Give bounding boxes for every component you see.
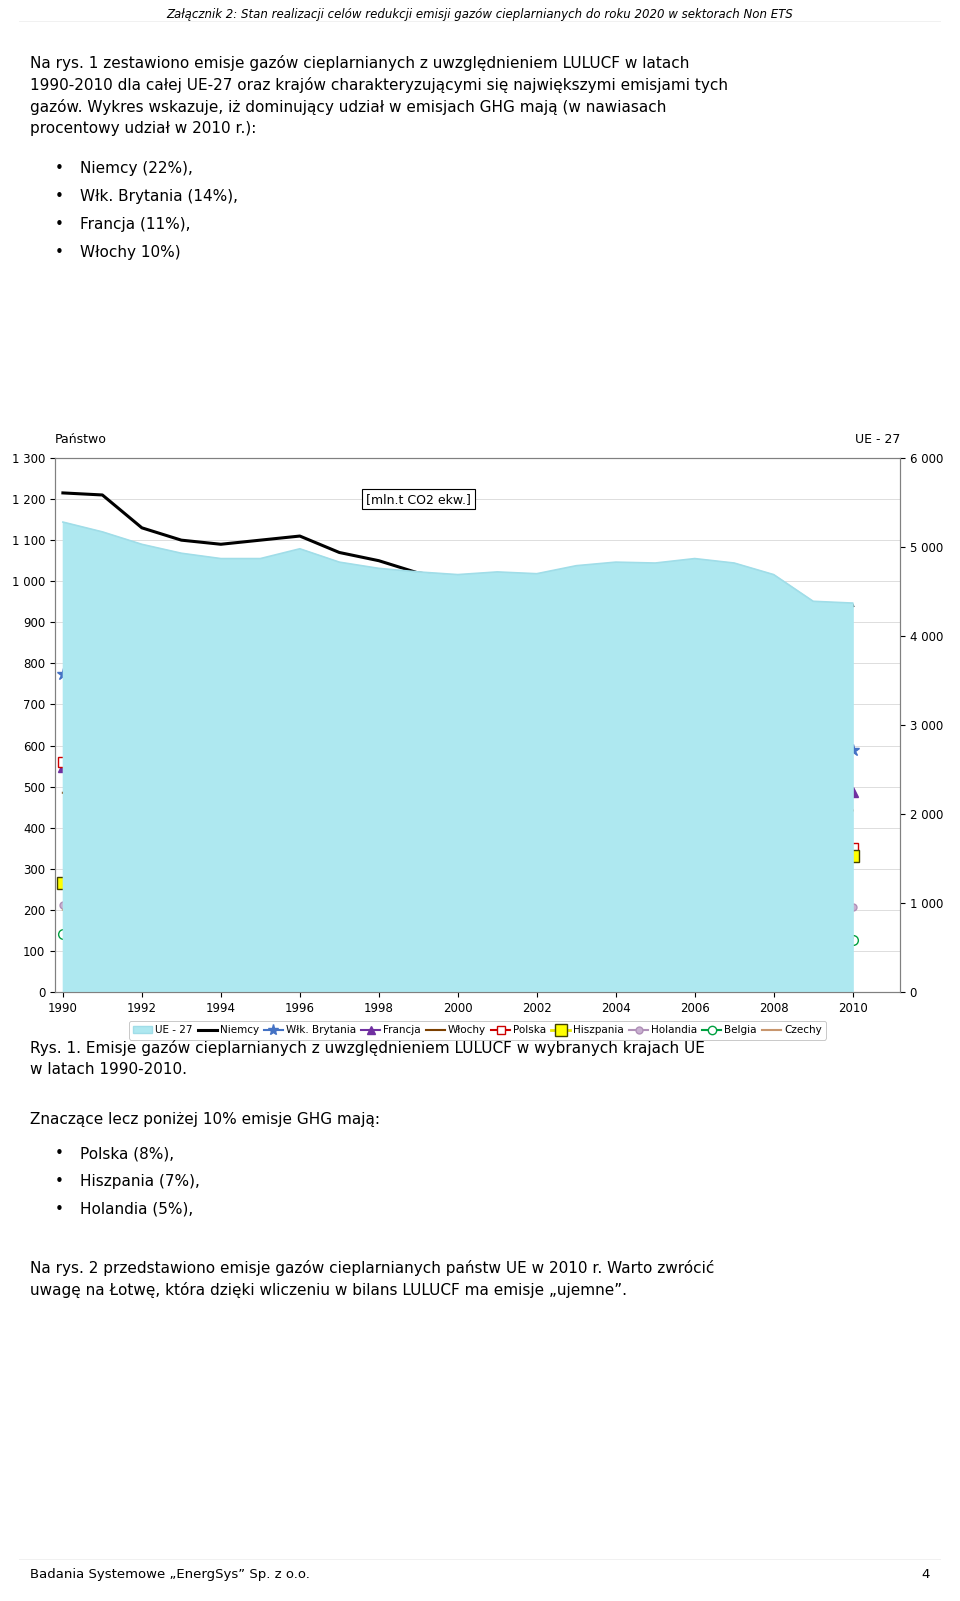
Text: Badania Systemowe „EnergSys” Sp. z o.o.: Badania Systemowe „EnergSys” Sp. z o.o.	[30, 1567, 310, 1582]
Text: Załącznik 2: Stan realizacji celów redukcji emisji gazów cieplarnianych do roku : Załącznik 2: Stan realizacji celów reduk…	[167, 8, 793, 21]
Text: Niemcy (22%),: Niemcy (22%),	[80, 162, 193, 176]
Text: •: •	[55, 245, 64, 259]
Text: •: •	[55, 218, 64, 232]
Text: procentowy udział w 2010 r.):: procentowy udział w 2010 r.):	[30, 122, 256, 136]
Text: [mln.t CO2 ekw.]: [mln.t CO2 ekw.]	[366, 493, 470, 506]
Text: Rys. 1. Emisje gazów cieplarnianych z uwzględnieniem LULUCF w wybranych krajach : Rys. 1. Emisje gazów cieplarnianych z uw…	[30, 1041, 705, 1057]
Text: Polska (8%),: Polska (8%),	[80, 1146, 174, 1161]
Text: •: •	[55, 1202, 64, 1217]
Text: 4: 4	[922, 1567, 930, 1582]
Text: gazów. Wykres wskazuje, iż dominujący udział w emisjach GHG mają (w nawiasach: gazów. Wykres wskazuje, iż dominujący ud…	[30, 99, 666, 115]
Text: Francja (11%),: Francja (11%),	[80, 218, 190, 232]
Text: Włk. Brytania (14%),: Włk. Brytania (14%),	[80, 189, 238, 203]
Text: Holandia (5%),: Holandia (5%),	[80, 1202, 193, 1217]
Text: 1990-2010 dla całej UE-27 oraz krajów charakteryzującymi się największymi emisja: 1990-2010 dla całej UE-27 oraz krajów ch…	[30, 77, 728, 93]
Text: Znaczące lecz poniżej 10% emisje GHG mają:: Znaczące lecz poniżej 10% emisje GHG maj…	[30, 1113, 380, 1127]
Text: •: •	[55, 1174, 64, 1190]
Text: Włochy 10%): Włochy 10%)	[80, 245, 180, 259]
Text: Na rys. 2 przedstawiono emisje gazów cieplarnianych państw UE w 2010 r. Warto zw: Na rys. 2 przedstawiono emisje gazów cie…	[30, 1260, 714, 1276]
Text: Na rys. 1 zestawiono emisje gazów cieplarnianych z uwzględnieniem LULUCF w latac: Na rys. 1 zestawiono emisje gazów ciepla…	[30, 54, 689, 70]
Text: Hiszpania (7%),: Hiszpania (7%),	[80, 1174, 200, 1190]
Text: UE - 27: UE - 27	[854, 432, 900, 447]
Legend: UE - 27, Niemcy, Włk. Brytania, Francja, Włochy, Polska, Hiszpania, Holandia, Be: UE - 27, Niemcy, Włk. Brytania, Francja,…	[130, 1021, 826, 1039]
Text: uwagę na Łotwę, która dzięki wliczeniu w bilans LULUCF ma emisje „ujemne”.: uwagę na Łotwę, która dzięki wliczeniu w…	[30, 1282, 627, 1298]
Text: •: •	[55, 162, 64, 176]
Text: •: •	[55, 189, 64, 203]
Text: Państwo: Państwo	[55, 432, 107, 447]
Text: w latach 1990-2010.: w latach 1990-2010.	[30, 1061, 187, 1077]
Text: •: •	[55, 1146, 64, 1161]
